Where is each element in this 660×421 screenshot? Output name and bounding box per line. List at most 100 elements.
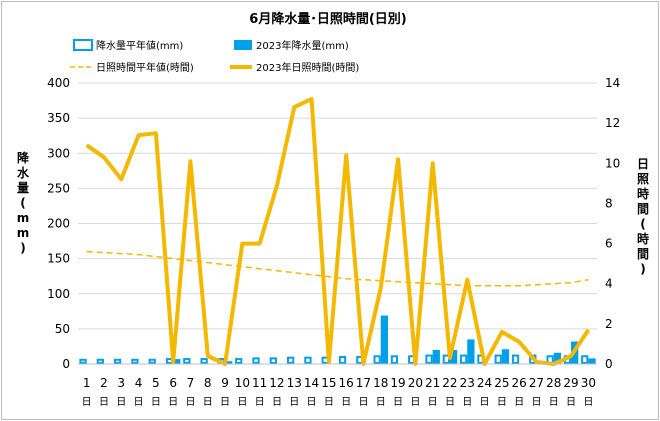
line-2023-sunshine [85, 97, 591, 366]
right-tick-label: 12 [605, 116, 620, 130]
x-tick-label: 9 [221, 376, 229, 390]
left-tick-label: 400 [47, 76, 70, 90]
left-axis-title-char: m [17, 211, 30, 225]
right-tick-label: 8 [605, 196, 613, 210]
right-axis-title-char: ( [640, 217, 645, 231]
left-tick-label: 150 [47, 252, 70, 266]
bar-normal [79, 358, 87, 365]
x-tick-label: 16 [339, 376, 354, 390]
bar-normal [373, 355, 381, 364]
left-tick-label: 100 [47, 287, 70, 301]
bar-normal [183, 358, 191, 364]
x-tick-suffix: 日 [376, 397, 386, 408]
x-tick-suffix: 日 [237, 397, 247, 408]
sunshine-lines [85, 97, 591, 366]
right-axis-title-char: 時 [637, 231, 649, 246]
x-tick-suffix: 日 [185, 397, 195, 408]
bar-normal [269, 357, 277, 365]
left-tick-label: 300 [47, 146, 70, 160]
x-tick-suffix: 日 [566, 397, 576, 408]
x-tick-suffix: 日 [134, 397, 144, 408]
x-tick-suffix: 日 [341, 397, 351, 408]
x-tick-suffix: 日 [393, 397, 403, 408]
right-axis-title-char: 日 [637, 157, 649, 171]
right-axis-title-char: ) [640, 262, 645, 276]
x-tick-suffix: 日 [151, 397, 161, 408]
x-tick-suffix: 日 [307, 397, 317, 408]
bar-normal [338, 355, 347, 365]
x-tick-label: 13 [287, 376, 302, 390]
bar-normal [148, 358, 156, 365]
chart-title: 6月降水量･日照時間(日別) [249, 11, 406, 27]
x-tick-label: 2 [100, 376, 108, 390]
left-tick-label: 350 [47, 111, 70, 125]
x-tick-label: 3 [117, 376, 125, 390]
left-tick-label: 250 [47, 181, 70, 195]
bar-normal [96, 358, 104, 365]
x-tick-label: 14 [304, 376, 319, 390]
x-tick-label: 19 [390, 376, 405, 390]
x-tick-label: 1 [83, 376, 91, 390]
x-tick-label: 22 [442, 376, 457, 390]
x-tick-suffix: 日 [82, 397, 92, 408]
right-tick-label: 10 [605, 156, 620, 170]
x-tick-suffix: 日 [220, 397, 230, 408]
x-tick-suffix: 日 [203, 397, 213, 408]
x-tick-suffix: 日 [480, 397, 490, 408]
bar-2023 [432, 349, 440, 364]
right-tick-label: 4 [605, 277, 613, 291]
x-tick-suffix: 日 [428, 397, 438, 408]
x-tick-label: 5 [152, 376, 160, 390]
x-tick-label: 24 [477, 376, 492, 390]
legend-swatch-normal-precip [73, 39, 93, 51]
bar-2023 [449, 349, 458, 364]
x-tick-suffix: 日 [272, 397, 282, 408]
right-tick-label: 2 [605, 317, 613, 331]
x-tick-label: 8 [204, 376, 212, 390]
x-tick-label: 23 [460, 376, 475, 390]
x-tick-label: 17 [356, 376, 371, 390]
x-tick-suffix: 日 [514, 397, 524, 408]
left-tick-label: 0 [62, 357, 70, 371]
x-tick-label: 25 [494, 376, 509, 390]
bar-2023 [501, 349, 510, 364]
x-tick-label: 21 [425, 376, 440, 390]
left-axis-title-char: ( [20, 196, 25, 210]
x-tick-label: 15 [321, 376, 336, 390]
bar-normal [494, 354, 502, 365]
bar-normal [286, 356, 295, 364]
x-tick-suffix: 日 [462, 397, 472, 408]
legend-label: 日照時間平年値(時間) [96, 61, 194, 74]
bar-2023 [380, 315, 389, 364]
x-tick-label: 6 [169, 376, 177, 390]
bar-normal [581, 355, 589, 364]
right-axis-title-char: 間 [637, 247, 649, 261]
bar-normal [200, 358, 208, 364]
right-tick-label: 0 [605, 357, 613, 371]
left-tick-label: 50 [55, 322, 70, 336]
right-axis-title-char: 間 [637, 202, 649, 216]
bar-normal [304, 356, 312, 364]
right-tick-label: 6 [605, 237, 613, 251]
axes: 050100150200250300350400024681012141日2日3… [17, 76, 649, 408]
x-tick-label: 7 [187, 376, 195, 390]
x-tick-suffix: 日 [445, 397, 455, 408]
x-tick-label: 12 [269, 376, 284, 390]
x-tick-suffix: 日 [410, 397, 420, 408]
x-tick-label: 4 [135, 376, 143, 390]
left-axis-title-char: m [17, 226, 30, 240]
x-tick-label: 29 [563, 376, 578, 390]
legend-label: 降水量平年値(mm) [96, 39, 183, 52]
left-axis-title-char: 降 [17, 150, 30, 165]
bar-normal [235, 358, 243, 364]
bar-normal [459, 354, 468, 365]
x-tick-label: 28 [546, 376, 561, 390]
bar-2023 [588, 358, 596, 364]
x-tick-label: 27 [529, 376, 544, 390]
x-tick-suffix: 日 [99, 397, 109, 408]
x-tick-suffix: 日 [116, 397, 126, 408]
x-tick-suffix: 日 [168, 397, 178, 408]
x-tick-suffix: 日 [583, 397, 593, 408]
